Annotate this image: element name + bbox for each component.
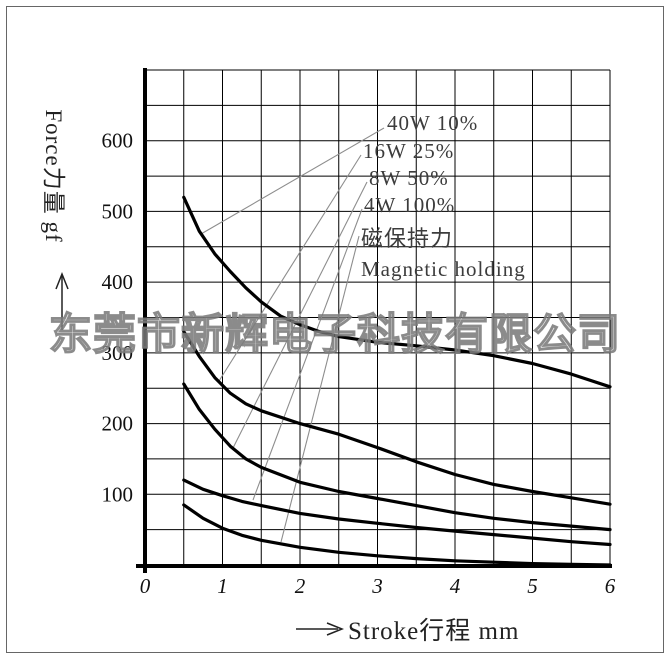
- series-curve-0: [182, 195, 612, 389]
- svg-text:2: 2: [295, 574, 306, 598]
- svg-text:3: 3: [371, 574, 383, 598]
- series-curve-1: [182, 330, 612, 506]
- series-curve-3: [182, 478, 612, 547]
- series-curve-2: [182, 382, 612, 532]
- y-tick-labels: 100 200 300 400 500 600: [102, 129, 134, 507]
- svg-text:500: 500: [102, 199, 134, 223]
- legend-item-16w-25: 16W 25%: [363, 139, 455, 163]
- legend-item-8w-50: 8W 50%: [369, 166, 449, 190]
- legend-item-4w-100: 4W 100%: [364, 193, 456, 217]
- y-axis-title: Force力量 gf: [41, 109, 66, 243]
- svg-text:5: 5: [527, 574, 538, 598]
- svg-text:0: 0: [140, 574, 151, 598]
- legend-item-40w-10: 40W 10%: [387, 111, 479, 135]
- svg-text:200: 200: [102, 412, 134, 436]
- legend-item-magnetic-holding-en: Magnetic holding: [361, 257, 526, 281]
- axis-arrows: [55, 271, 345, 636]
- svg-text:100: 100: [102, 482, 134, 506]
- svg-text:300: 300: [102, 341, 134, 365]
- x-tick-labels: 0 1 2 3 4 5 6: [140, 574, 616, 598]
- x-axis-title: Stroke行程 mm: [348, 618, 520, 645]
- svg-text:4: 4: [450, 574, 461, 598]
- series-curve-4: [182, 503, 612, 567]
- svg-text:400: 400: [102, 270, 134, 294]
- svg-text:600: 600: [102, 129, 134, 153]
- svg-text:6: 6: [605, 574, 616, 598]
- legend-item-magnetic-holding-cn: 磁保持力: [361, 226, 454, 251]
- legend-leader-lines: [200, 127, 385, 543]
- svg-text:1: 1: [217, 574, 228, 598]
- grid-lines: [144, 69, 611, 566]
